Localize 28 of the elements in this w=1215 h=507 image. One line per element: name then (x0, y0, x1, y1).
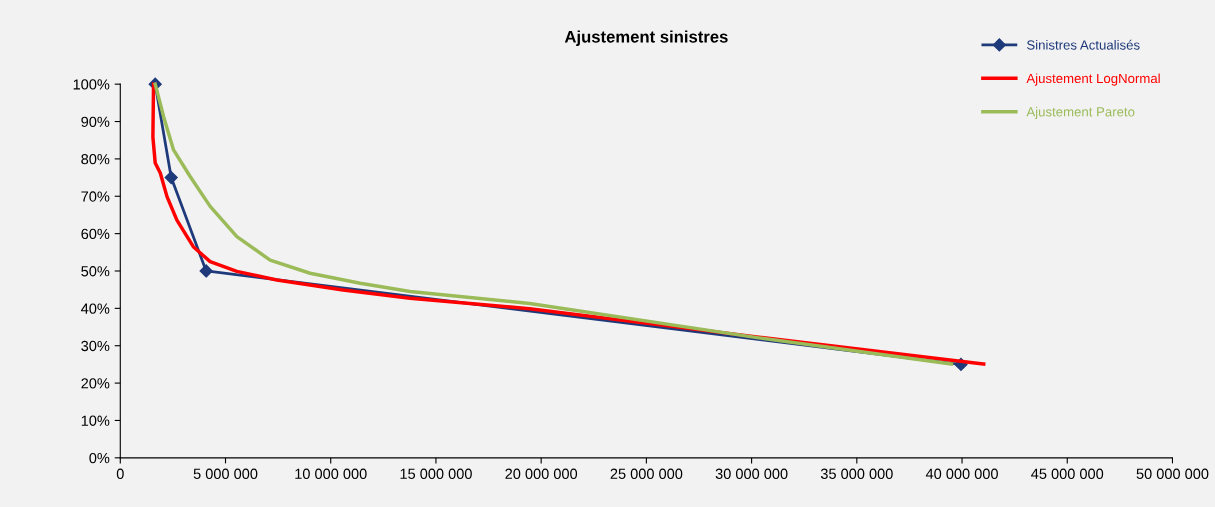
x-tick-label: 20 000 000 (505, 468, 578, 479)
point (164, 170, 178, 185)
x-tick-label: 35 000 000 (820, 468, 893, 479)
y-tick-label: 70% (81, 191, 110, 202)
y-tick-label: 40% (81, 303, 110, 314)
chart-title: Ajustement sinistres (564, 30, 728, 46)
legend-label: Ajustement LogNormal (1026, 73, 1160, 86)
x-tick-label: 45 000 000 (1031, 468, 1104, 479)
x-tick-label: 15 000 000 (400, 468, 472, 479)
x-tick-label: 30 000 000 (715, 468, 788, 479)
y-tick-label: 80% (81, 153, 110, 165)
x-tick-label: 25 000 000 (610, 468, 683, 479)
point (199, 264, 213, 278)
x-tick-label: 0 (116, 468, 124, 479)
y-tick-label: 50% (81, 266, 110, 277)
legend-label: Sinistres Actualisés (1027, 39, 1140, 50)
y-tick-label: 30% (81, 340, 110, 352)
x-tick-label: 5 000 000 (193, 468, 258, 479)
y-tick-label: 100% (73, 79, 110, 90)
x-tick-label: 40 000 000 (925, 468, 998, 479)
x-tick-label: 10 000 000 (295, 468, 367, 479)
y-tick-label: 90% (81, 116, 110, 127)
y-tick-label: 60% (81, 228, 110, 240)
legend-label: Ajustement Pareto (1026, 106, 1135, 120)
y-tick-label: 10% (81, 415, 110, 426)
y-tick-label: 0% (89, 452, 110, 464)
y-tick-label: 20% (81, 378, 110, 389)
x-tick-label: 50 000 000 (1136, 468, 1209, 479)
